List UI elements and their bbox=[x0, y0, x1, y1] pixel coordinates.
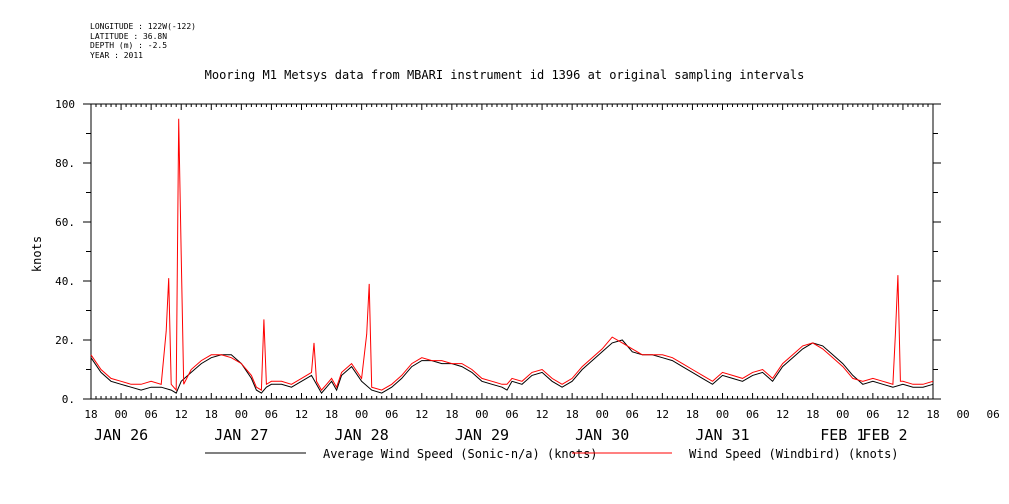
x-tick-label: 00 bbox=[355, 408, 368, 421]
x-tick-label: 12 bbox=[535, 408, 548, 421]
x-tick-label: 18 bbox=[566, 408, 579, 421]
x-tick-label: 18 bbox=[445, 408, 458, 421]
y-tick-label: 0. bbox=[62, 393, 75, 406]
x-day-label: FEB 2 bbox=[862, 426, 907, 444]
metadata-block: LONGITUDE : 122W(-122) LATITUDE : 36.8N … bbox=[90, 22, 196, 60]
y-tick-label: 20. bbox=[55, 334, 75, 347]
y-axis: 0. 20. 40. 60. 80. 100 bbox=[55, 98, 941, 406]
x-tick-label: 18 bbox=[686, 408, 699, 421]
x-tick-label: 06 bbox=[746, 408, 759, 421]
meta-depth: DEPTH (m) : -2.5 bbox=[90, 41, 168, 50]
x-tick-label: 12 bbox=[295, 408, 308, 421]
x-tick-label: 06 bbox=[987, 408, 1000, 421]
x-tick-label: 00 bbox=[716, 408, 729, 421]
x-tick-label: 12 bbox=[896, 408, 909, 421]
meta-longitude: LONGITUDE : 122W(-122) bbox=[90, 22, 196, 31]
x-tick-label: 18 bbox=[926, 408, 939, 421]
x-tick-label: 12 bbox=[656, 408, 669, 421]
chart-title: Mooring M1 Metsys data from MBARI instru… bbox=[204, 68, 805, 82]
x-tick-label: 00 bbox=[114, 408, 127, 421]
y-tick-label: 100 bbox=[55, 98, 75, 111]
x-tick-label: 18 bbox=[806, 408, 819, 421]
x-day-label: JAN 28 bbox=[335, 426, 389, 444]
x-day-label: JAN 26 bbox=[94, 426, 148, 444]
y-axis-label: knots bbox=[30, 236, 44, 272]
x-tick-label: 12 bbox=[175, 408, 188, 421]
series-group bbox=[90, 118, 934, 394]
legend-label-windbird: Wind Speed (Windbird) (knots) bbox=[689, 447, 899, 461]
x-tick-label: 06 bbox=[866, 408, 879, 421]
x-day-label: JAN 31 bbox=[695, 426, 749, 444]
x-day-label: FEB 1 bbox=[820, 426, 865, 444]
legend-label-average: Average Wind Speed (Sonic-n/a) (knots) bbox=[323, 447, 598, 461]
y-tick-label: 60. bbox=[55, 216, 75, 229]
x-tick-label: 00 bbox=[956, 408, 969, 421]
x-tick-label: 18 bbox=[84, 408, 97, 421]
x-tick-label: 06 bbox=[265, 408, 278, 421]
x-tick-label: 06 bbox=[145, 408, 158, 421]
y-tick-label: 80. bbox=[55, 157, 75, 170]
series-windbird-line bbox=[90, 118, 934, 392]
meta-year: YEAR : 2011 bbox=[90, 50, 143, 60]
x-tick-label: 00 bbox=[836, 408, 849, 421]
x-tick-label: 00 bbox=[596, 408, 609, 421]
x-tick-label: 12 bbox=[415, 408, 428, 421]
y-tick-label: 40. bbox=[55, 275, 75, 288]
x-tick-label: 06 bbox=[385, 408, 398, 421]
x-tick-label: 06 bbox=[626, 408, 639, 421]
x-tick-label: 18 bbox=[205, 408, 218, 421]
x-day-label: JAN 29 bbox=[455, 426, 509, 444]
x-axis: 18 00 06 12 18 00 06 12 18 00 06 12 18 00 06 12 18 00 06 12… bbox=[84, 104, 1000, 444]
x-day-label: JAN 27 bbox=[214, 426, 268, 444]
x-tick-label: 18 bbox=[325, 408, 338, 421]
x-tick-label: 12 bbox=[776, 408, 789, 421]
x-tick-label: 06 bbox=[505, 408, 518, 421]
x-day-label: JAN 30 bbox=[575, 426, 629, 444]
x-tick-label: 00 bbox=[475, 408, 488, 421]
legend: Average Wind Speed (Sonic-n/a) (knots) W… bbox=[205, 447, 899, 461]
meta-latitude: LATITUDE : 36.8N bbox=[90, 31, 168, 41]
x-tick-label: 00 bbox=[235, 408, 248, 421]
series-average-wind-line bbox=[90, 339, 934, 394]
